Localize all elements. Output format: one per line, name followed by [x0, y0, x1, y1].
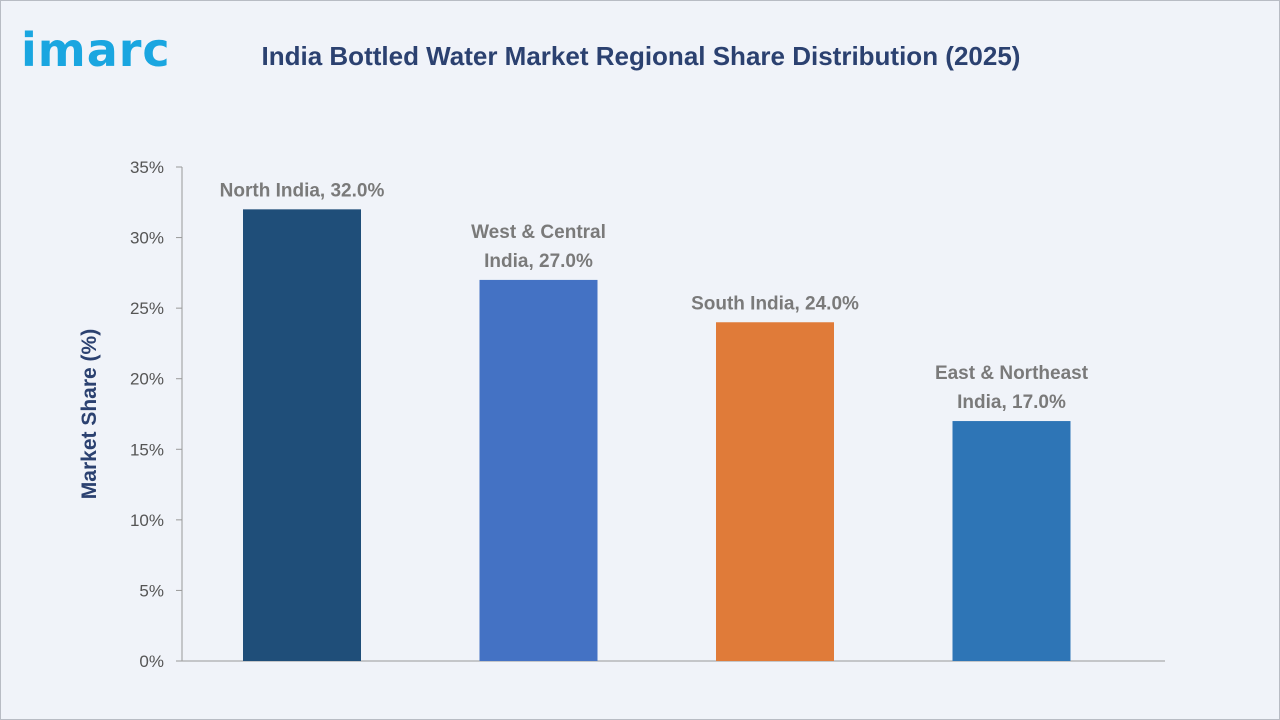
bar-data-label: South India, 24.0%: [691, 293, 859, 314]
bar-data-label: West & Central: [471, 222, 606, 243]
y-tick-label: 0%: [139, 652, 164, 671]
bar: [716, 322, 834, 661]
y-tick-label: 35%: [130, 158, 164, 177]
y-tick-label: 20%: [130, 370, 164, 389]
bar: [479, 279, 598, 661]
y-tick-label: 15%: [130, 440, 164, 459]
bar: [243, 209, 361, 662]
y-axis-label: Market Share (%): [78, 329, 101, 499]
bar-data-label: East & Northeast: [935, 363, 1089, 384]
y-axis: 0% 5% 10% 15% 20% 25% 30% 35%: [130, 158, 1165, 671]
y-tick-label: 10%: [130, 511, 164, 530]
bars: [243, 209, 1071, 662]
y-tick-label: 5%: [139, 581, 164, 600]
chart-title: India Bottled Water Market Regional Shar…: [261, 41, 1021, 71]
y-tick-label: 25%: [130, 299, 164, 318]
data-labels: North India, 32.0% West & Central India, 2…: [220, 180, 1089, 413]
bar-data-label: India, 27.0%: [484, 251, 593, 272]
bar: [952, 421, 1071, 661]
y-tick-label: 30%: [130, 229, 164, 248]
bar-data-label: India, 17.0%: [957, 392, 1066, 413]
bar-data-label: North India, 32.0%: [220, 180, 385, 201]
imarc-logo: imarc: [21, 23, 171, 77]
